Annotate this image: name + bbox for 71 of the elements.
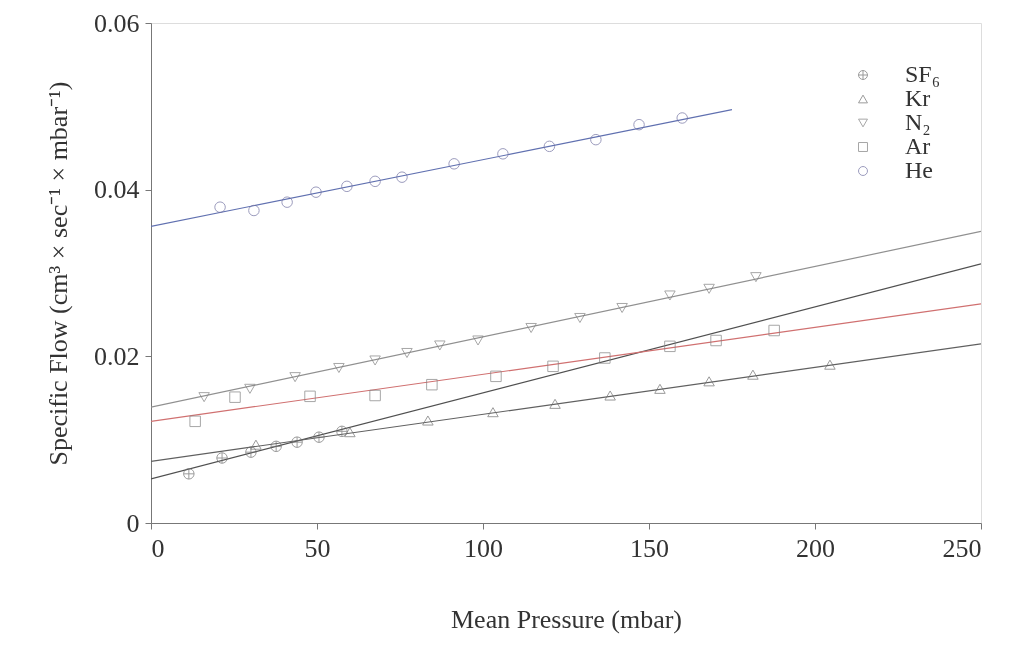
x-axis-title: Mean Pressure (mbar) bbox=[450, 604, 683, 634]
point bbox=[604, 390, 616, 401]
point bbox=[448, 158, 460, 170]
point bbox=[313, 431, 325, 443]
point bbox=[676, 112, 688, 124]
point bbox=[369, 175, 381, 188]
point bbox=[543, 140, 556, 153]
point bbox=[422, 415, 434, 426]
point bbox=[198, 392, 210, 403]
x-tick-label: 150 bbox=[630, 533, 669, 563]
point bbox=[747, 369, 759, 380]
point bbox=[248, 204, 260, 217]
y-tick-label: 0.02 bbox=[94, 341, 140, 371]
point bbox=[183, 468, 195, 480]
y-tick-label: 0.06 bbox=[94, 8, 140, 38]
legend-label: N₂ bbox=[905, 109, 931, 135]
point bbox=[336, 425, 348, 438]
y-axis-title: Specific Flow (cm³ × sec⁻¹ × mbar⁻¹) bbox=[44, 81, 73, 466]
legend-label: SF₆ bbox=[905, 61, 941, 87]
point bbox=[229, 391, 241, 403]
point bbox=[525, 322, 537, 334]
point bbox=[244, 383, 256, 394]
point bbox=[703, 376, 715, 387]
point bbox=[549, 398, 561, 409]
point bbox=[289, 372, 301, 383]
point bbox=[472, 335, 484, 346]
point bbox=[599, 352, 611, 364]
point bbox=[250, 439, 262, 450]
point bbox=[216, 452, 228, 464]
point bbox=[426, 378, 438, 391]
legend-label: He bbox=[905, 157, 933, 183]
point bbox=[490, 370, 502, 383]
point bbox=[344, 427, 356, 438]
point bbox=[396, 171, 408, 183]
point bbox=[547, 360, 559, 373]
x-tick-label: 250 bbox=[942, 533, 982, 563]
point bbox=[664, 340, 676, 353]
point bbox=[616, 302, 628, 314]
point bbox=[270, 440, 282, 453]
x-tick-label: 0 bbox=[151, 533, 165, 563]
point bbox=[768, 324, 780, 337]
point bbox=[633, 118, 645, 131]
point bbox=[281, 196, 293, 208]
point bbox=[369, 389, 381, 402]
point bbox=[497, 148, 509, 160]
point bbox=[189, 415, 201, 428]
point bbox=[664, 290, 676, 301]
point bbox=[574, 312, 586, 324]
point bbox=[590, 133, 602, 146]
point bbox=[703, 283, 715, 294]
point bbox=[214, 201, 226, 213]
point bbox=[341, 180, 353, 193]
y-tick-label: 0 bbox=[126, 508, 140, 538]
y-tick-label: 0.04 bbox=[94, 175, 140, 205]
point bbox=[434, 340, 446, 351]
point bbox=[369, 355, 381, 366]
point bbox=[824, 359, 836, 370]
point bbox=[487, 407, 499, 418]
point bbox=[291, 436, 303, 448]
point bbox=[654, 383, 666, 394]
point bbox=[401, 347, 413, 359]
point bbox=[333, 362, 345, 374]
legend-label: Kr bbox=[905, 85, 931, 111]
point bbox=[750, 272, 762, 283]
x-tick-label: 200 bbox=[796, 533, 835, 563]
point bbox=[710, 334, 722, 347]
point bbox=[310, 186, 322, 198]
x-tick-label: 50 bbox=[304, 533, 331, 563]
point bbox=[304, 390, 316, 403]
point bbox=[245, 446, 257, 458]
x-tick-label: 100 bbox=[464, 533, 503, 563]
